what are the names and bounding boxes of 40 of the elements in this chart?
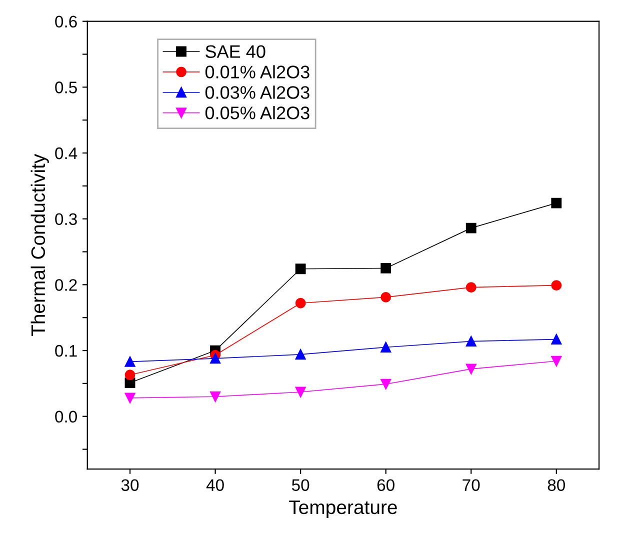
legend-label: 0.03% Al2O3 <box>205 86 310 99</box>
point <box>380 263 392 274</box>
point <box>124 392 136 404</box>
point <box>551 334 562 345</box>
point <box>380 292 392 302</box>
y-tick-label: 0.6 <box>55 16 77 28</box>
point <box>551 356 562 366</box>
point <box>295 386 306 398</box>
x-tick-label: 30 <box>121 479 139 492</box>
y-tick-label: 0.0 <box>55 410 77 423</box>
point <box>466 282 476 293</box>
point <box>466 364 476 374</box>
x-axis-title: Temperature <box>289 500 397 518</box>
y-tick-label: 0.5 <box>55 82 77 94</box>
point <box>295 349 306 360</box>
point <box>380 342 392 352</box>
x-tick-label: 60 <box>377 479 394 492</box>
x-tick-label: 40 <box>206 479 224 492</box>
point <box>295 264 306 274</box>
point <box>551 280 562 291</box>
x-tick-label: 50 <box>292 479 310 492</box>
legend-label: SAE 40 <box>206 45 266 58</box>
y-tick-label: 0.4 <box>55 147 78 160</box>
point <box>380 378 392 390</box>
point <box>466 336 476 347</box>
point <box>466 222 476 234</box>
legend-label: 0.05% Al2O3 <box>205 106 310 120</box>
point <box>295 298 306 308</box>
y-tick-label: 0.1 <box>55 344 77 357</box>
y-tick-label: 0.2 <box>55 279 77 291</box>
point <box>124 356 136 367</box>
legend-label: 0.01% Al2O3 <box>205 65 310 78</box>
point <box>210 391 220 402</box>
point <box>124 370 136 380</box>
point <box>551 198 562 208</box>
point <box>210 353 220 364</box>
y-tick-label: 0.3 <box>55 213 77 226</box>
x-tick-label: 80 <box>548 479 566 492</box>
x-tick-label: 70 <box>462 479 480 492</box>
y-axis-title: Thermal Conductivity <box>30 154 49 336</box>
